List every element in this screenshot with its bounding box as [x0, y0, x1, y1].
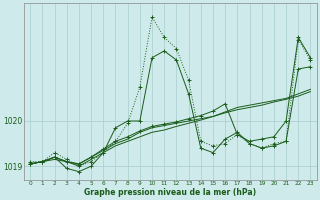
X-axis label: Graphe pression niveau de la mer (hPa): Graphe pression niveau de la mer (hPa) [84, 188, 256, 197]
